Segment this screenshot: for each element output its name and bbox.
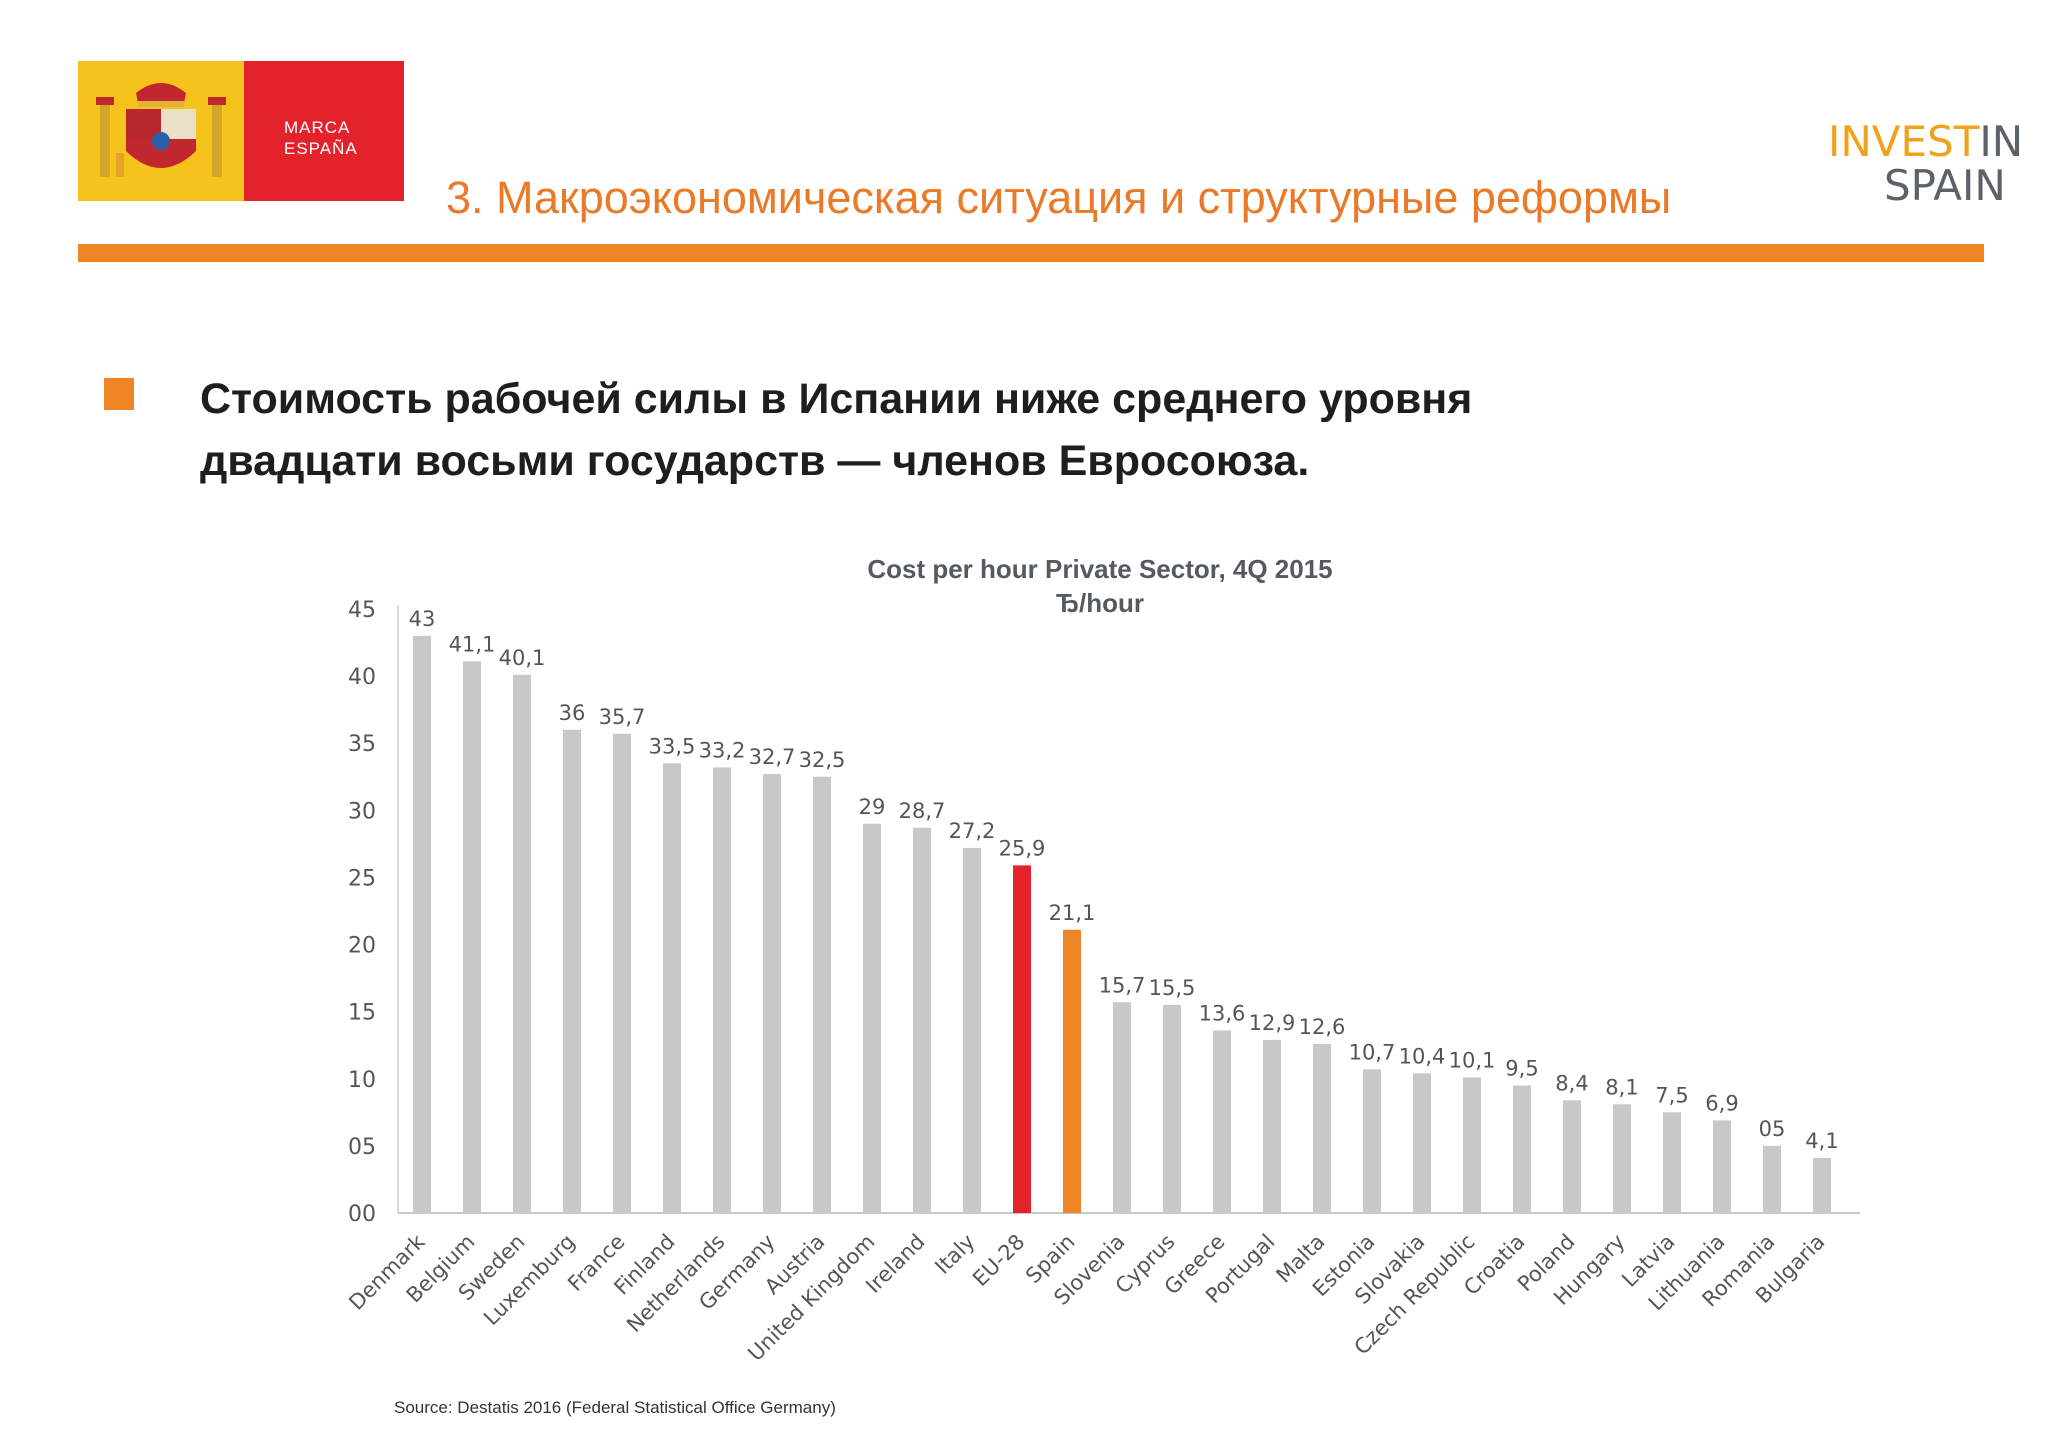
- y-tick-label: 35: [348, 732, 376, 757]
- invest-in-spain-logo: INVESTIN SPAIN: [1828, 120, 2023, 208]
- data-label: 6,9: [1705, 1091, 1738, 1115]
- data-label: 25,9: [999, 836, 1046, 860]
- data-label: 13,6: [1199, 1001, 1246, 1025]
- bar: [1213, 1030, 1231, 1213]
- bar: [813, 776, 831, 1213]
- bar: [463, 661, 481, 1213]
- bar: [1663, 1112, 1681, 1213]
- data-label: 28,7: [899, 799, 946, 823]
- y-tick-label: 20: [348, 934, 376, 959]
- bar: [1163, 1004, 1181, 1213]
- bar: [613, 733, 631, 1213]
- headline: Стоимость рабочей силы в Испании ниже ср…: [200, 368, 1800, 492]
- bar: [1563, 1100, 1581, 1213]
- bar: [1113, 1002, 1131, 1213]
- y-tick-label: 30: [348, 799, 376, 824]
- y-tick-label: 00: [348, 1202, 376, 1227]
- y-tick-label: 25: [348, 866, 376, 891]
- header-divider: [78, 244, 1984, 262]
- bar: [1063, 929, 1081, 1213]
- bar: [1613, 1104, 1631, 1213]
- bar: [1413, 1073, 1431, 1213]
- data-label: 33,2: [699, 738, 746, 762]
- data-label: 9,5: [1505, 1056, 1538, 1080]
- logo-spain: SPAIN: [1884, 161, 2006, 210]
- data-label: 29: [859, 795, 886, 819]
- bar: [1313, 1043, 1331, 1213]
- bar: [1463, 1077, 1481, 1213]
- data-label: 8,1: [1605, 1075, 1638, 1099]
- bar: [1713, 1120, 1731, 1213]
- logo-red-panel: MARCA ESPAÑA: [244, 61, 404, 201]
- bar: [1763, 1145, 1781, 1213]
- chart-title: Cost per hour Private Sector, 4Q 2015: [867, 554, 1333, 584]
- logo-in: IN: [1979, 117, 2024, 166]
- data-label: 21,1: [1049, 901, 1096, 925]
- data-label: 10,7: [1349, 1040, 1396, 1064]
- source-note: Source: Destatis 2016 (Federal Statistic…: [394, 1398, 836, 1417]
- data-label: 10,1: [1449, 1048, 1496, 1072]
- data-label: 15,7: [1099, 973, 1146, 997]
- data-label: 41,1: [449, 632, 496, 656]
- bar: [763, 774, 781, 1213]
- headline-line1: Стоимость рабочей силы в Испании ниже ср…: [200, 375, 1473, 423]
- bar: [1513, 1085, 1531, 1213]
- data-label: 7,5: [1655, 1083, 1688, 1107]
- data-label: 33,5: [649, 734, 696, 758]
- page-title: 3. Макроэкономическая ситуация и структу…: [446, 172, 1672, 223]
- bar: [963, 847, 981, 1213]
- headline-line2: двадцати восьми государств — членов Евро…: [200, 437, 1310, 485]
- y-tick-label: 15: [348, 1001, 376, 1026]
- data-label: 27,2: [949, 819, 996, 843]
- bar: [1263, 1039, 1281, 1213]
- y-tick-label: 05: [348, 1135, 376, 1160]
- bar: [1813, 1157, 1831, 1213]
- y-tick-label: 10: [348, 1068, 376, 1093]
- bar: [1013, 865, 1031, 1213]
- bar: [663, 763, 681, 1213]
- bullet-square: [104, 378, 134, 410]
- y-tick-label: 40: [348, 665, 376, 690]
- bar: [413, 635, 431, 1213]
- bar: [513, 674, 531, 1213]
- data-label: 10,4: [1399, 1044, 1446, 1068]
- y-tick-label: 45: [348, 598, 376, 623]
- bar: [913, 827, 931, 1213]
- data-label: 32,5: [799, 748, 846, 772]
- chart-title-block: Cost per hour Private Sector, 4Q 2015 Ђ/…: [300, 552, 1900, 620]
- bar: [713, 767, 731, 1213]
- data-label: 35,7: [599, 705, 646, 729]
- chart-container: Cost per hour Private Sector, 4Q 2015 Ђ/…: [300, 530, 1862, 1430]
- logo-text-marca: MARCA: [284, 118, 351, 137]
- logo-text-espana: ESPAÑA: [284, 139, 358, 158]
- data-label: 12,6: [1299, 1015, 1346, 1039]
- category-label: EU-28: [968, 1230, 1029, 1291]
- bar: [563, 729, 581, 1213]
- chart-subtitle: Ђ/hour: [1055, 588, 1144, 618]
- logo-invest: INVEST: [1828, 117, 1980, 166]
- coat-of-arms-icon: [96, 83, 226, 177]
- data-label: 40,1: [499, 646, 546, 670]
- data-label: 05: [1759, 1117, 1786, 1141]
- data-label: 12,9: [1249, 1011, 1296, 1035]
- data-label: 43: [409, 607, 436, 631]
- marca-espana-logo: MARCA ESPAÑA: [78, 61, 404, 201]
- data-label: 32,7: [749, 745, 796, 769]
- data-label: 8,4: [1555, 1071, 1588, 1095]
- logo-yellow-panel: [78, 61, 244, 201]
- data-label: 15,5: [1149, 976, 1196, 1000]
- data-label: 4,1: [1805, 1129, 1838, 1153]
- bar: [1363, 1069, 1381, 1213]
- bar: [863, 823, 881, 1213]
- data-label: 36: [559, 701, 586, 725]
